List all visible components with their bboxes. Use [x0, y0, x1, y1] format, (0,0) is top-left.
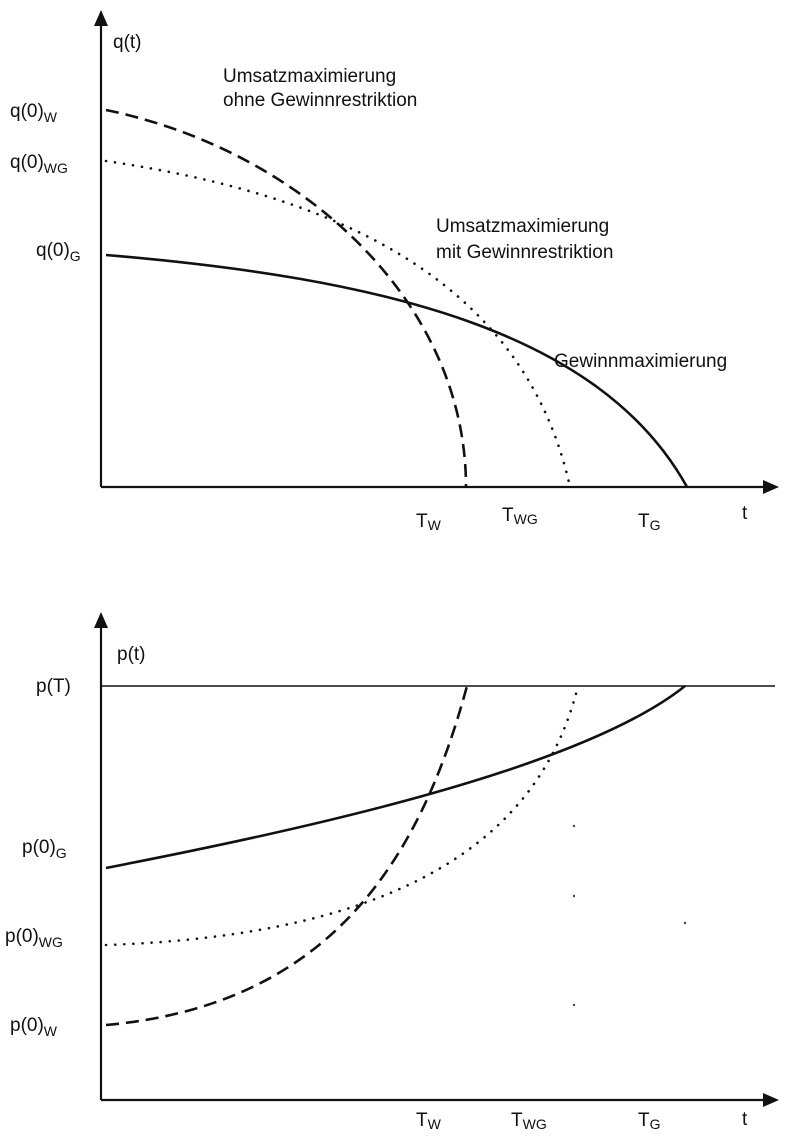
bottom-curve-umsatz-ohne — [105, 685, 469, 1027]
top-xtick-tw: TW — [416, 511, 442, 533]
bottom-ytick-p0g: p(0)G — [22, 837, 67, 861]
bottom-curve-gewinn — [105, 684, 686, 870]
bottom-xtick-twg: TWG — [511, 1110, 547, 1132]
bottom-ytick-p0w: p(0)W — [10, 1015, 58, 1039]
bottom-xtick-tg: TG — [638, 1110, 661, 1132]
top-y-axis-arrow — [94, 10, 108, 26]
top-annotation-gewinn: Gewinnmaximierung — [554, 351, 727, 372]
top-ytick-q0w: q(0)W — [10, 101, 58, 125]
bottom-x-axis-arrow — [763, 1093, 779, 1107]
bottom-curve-umsatz-mit — [104, 684, 580, 947]
top-panel: q(t) t q(0)W q(0)WG q(0)G TW TWG TG Umsa… — [10, 10, 779, 533]
top-xtick-twg: TWG — [502, 505, 538, 527]
bottom-y-axis-arrow — [94, 612, 108, 628]
top-curve-umsatz-mit — [104, 159, 572, 489]
top-annotation-mit-line2: mit Gewinnrestriktion — [436, 242, 613, 263]
top-annotation-mit-line1: Umsatzmaximierung — [436, 216, 609, 237]
bottom-ytick-pT: p(T) — [36, 676, 71, 697]
stray-dot — [572, 1003, 576, 1007]
bottom-y-axis-label: p(t) — [117, 644, 146, 665]
top-x-axis-arrow — [763, 480, 779, 494]
bottom-x-axis-label: t — [742, 1109, 748, 1130]
stray-dot — [683, 921, 687, 925]
top-curve-umsatz-ohne — [105, 108, 468, 488]
stray-dot — [572, 894, 576, 898]
bottom-ytick-p0wg: p(0)WG — [5, 926, 63, 950]
top-annotation-ohne-line2: ohne Gewinnrestriktion — [223, 90, 417, 111]
top-curve-gewinn — [105, 253, 689, 488]
top-xtick-tg: TG — [638, 511, 661, 533]
stray-dot — [572, 824, 576, 828]
bottom-panel: p(t) t p(T) p(0)G p(0)WG p(0)W TW TWG TG — [5, 612, 779, 1132]
top-ytick-q0g: q(0)G — [36, 240, 81, 264]
top-y-axis-label: q(t) — [113, 32, 142, 53]
bottom-xtick-tw: TW — [416, 1110, 442, 1132]
top-x-axis-label: t — [742, 503, 748, 524]
top-ytick-q0wg: q(0)WG — [10, 152, 68, 176]
top-annotation-ohne-line1: Umsatzmaximierung — [223, 66, 396, 87]
